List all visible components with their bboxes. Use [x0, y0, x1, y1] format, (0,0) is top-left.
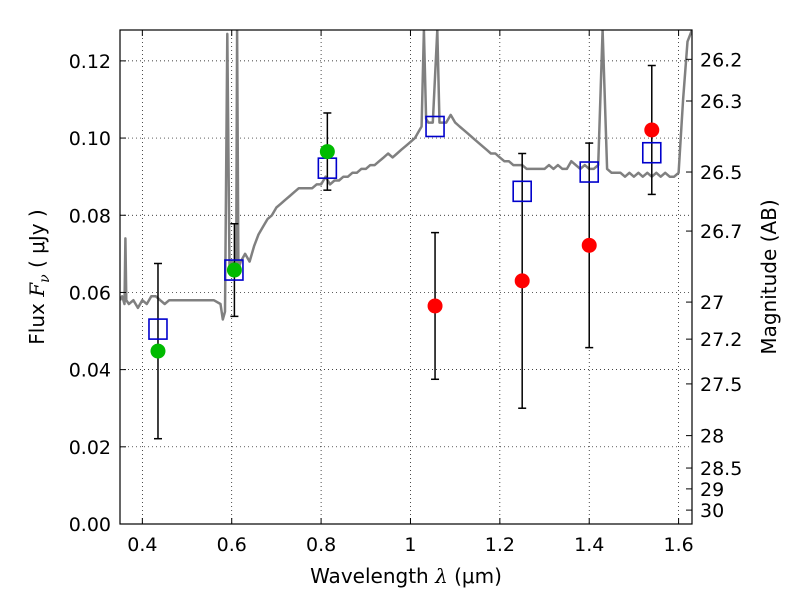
photometry-point: [226, 262, 242, 278]
photometry-point: [514, 273, 530, 289]
x-axis-title: Wavelength λ (μm): [310, 564, 502, 588]
y-tick-label: 0.12: [69, 51, 111, 73]
model-square-marker: [579, 161, 600, 183]
x-tick-label: 1.2: [485, 534, 515, 556]
x-tick-label: 1.6: [663, 534, 693, 556]
mag-tick-label: 26.3: [700, 91, 742, 113]
axes: 0.4 0.6 0.8 1 1.2 1.4 1.6 0.00 0.02 0.04 0.06 0.08 0…: [69, 30, 742, 556]
model-square-marker: [641, 141, 662, 164]
y-axis-title: Flux Fν ( μJy ): [25, 209, 53, 344]
mag-tick-label: 30: [700, 500, 724, 522]
model-square-marker: [425, 115, 445, 138]
mag-tick-label: 27.5: [700, 374, 742, 396]
spectrum-line: [120, 30, 692, 321]
photometry-point: [427, 298, 443, 314]
data-layer: [120, 30, 692, 321]
mag-tick-label: 27.2: [700, 329, 742, 351]
x-tick-label: 0.6: [217, 534, 247, 556]
photometry-point: [644, 122, 660, 138]
y-tick-label: 0.06: [69, 282, 111, 304]
mag-tick-label: 26.7: [700, 221, 742, 243]
plot-area: [120, 30, 692, 524]
mag-tick-label: 26.5: [700, 162, 742, 184]
right-axis-title: Magnitude (AB): [757, 199, 781, 354]
x-tick-label: 0.4: [127, 534, 157, 556]
mag-tick-label: 26.2: [700, 49, 742, 71]
mag-tick-label: 28.5: [700, 458, 742, 480]
photometry-point: [581, 237, 597, 253]
mag-tick-label: 29: [700, 479, 724, 501]
y-tick-label: 0.08: [69, 205, 111, 227]
model-square-marker: [512, 180, 532, 203]
model-square-marker: [148, 318, 168, 340]
model-square-marker: [224, 259, 244, 281]
y-tick-label: 0.00: [69, 514, 111, 536]
mag-tick-label: 28: [700, 426, 724, 448]
y-tick-label: 0.04: [69, 360, 111, 382]
plot-frame: [119, 29, 693, 525]
x-tick-label: 1.4: [574, 534, 604, 556]
photometry-point: [150, 343, 166, 359]
markers: [148, 115, 662, 359]
y-tick-label: 0.10: [69, 128, 111, 150]
y-tick-label: 0.02: [69, 437, 111, 459]
mag-tick-label: 27: [700, 292, 724, 314]
photometry-point: [319, 144, 335, 160]
x-tick-label: 1: [404, 534, 416, 556]
x-tick-label: 0.8: [306, 534, 336, 556]
